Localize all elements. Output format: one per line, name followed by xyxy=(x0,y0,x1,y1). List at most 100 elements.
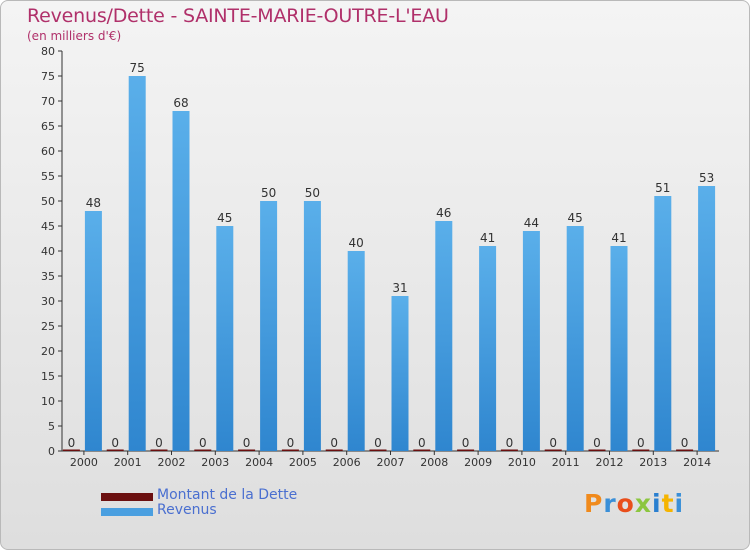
dette-bar xyxy=(150,449,168,451)
y-tick-label: 5 xyxy=(48,420,55,433)
revenus-value-label: 53 xyxy=(699,171,714,185)
revenus-bar xyxy=(435,221,453,451)
x-tick-label: 2009 xyxy=(464,456,492,469)
logo-letter: x xyxy=(634,489,652,518)
dette-value-label: 0 xyxy=(243,436,251,450)
legend-label-revenus: Revenus xyxy=(157,502,217,518)
revenus-bar xyxy=(391,296,409,451)
dette-bar xyxy=(413,449,431,451)
dette-bar xyxy=(238,449,256,451)
x-tick-label: 2004 xyxy=(245,456,273,469)
revenus-value-label: 46 xyxy=(436,206,451,220)
revenus-value-label: 40 xyxy=(349,236,364,250)
dette-bar xyxy=(588,449,606,451)
logo-letter: o xyxy=(616,489,635,518)
revenus-value-label: 45 xyxy=(217,211,232,225)
logo-letter: i xyxy=(652,489,662,518)
dette-bar xyxy=(106,449,124,451)
x-tick-label: 2000 xyxy=(70,456,98,469)
dette-bar xyxy=(194,449,212,451)
y-tick-label: 25 xyxy=(41,320,55,333)
dette-value-label: 0 xyxy=(506,436,514,450)
revenus-value-label: 68 xyxy=(173,96,188,110)
revenus-value-label: 45 xyxy=(568,211,583,225)
data-labels: 0 48 0 75 0 68 0 45 0 50 0 50 0 40 0 31 0 46 0 41 0 44 0 45 0 41 0… xyxy=(68,61,715,450)
y-tick-label: 40 xyxy=(41,245,55,258)
dette-value-label: 0 xyxy=(330,436,338,450)
y-tick-label: 65 xyxy=(41,120,55,133)
revenus-bar xyxy=(216,226,234,451)
y-tick-label: 30 xyxy=(41,295,55,308)
revenus-bar xyxy=(172,111,190,451)
revenus-value-label: 44 xyxy=(524,216,539,230)
revenus-value-label: 75 xyxy=(130,61,145,75)
dette-value-label: 0 xyxy=(155,436,163,450)
legend-swatch-dette xyxy=(101,493,153,501)
x-tick-label: 2008 xyxy=(420,456,448,469)
logo-letter: t xyxy=(661,489,675,518)
revenus-bar xyxy=(128,76,146,451)
y-tick-label: 80 xyxy=(41,45,55,58)
dette-bar xyxy=(281,449,299,451)
y-tick-label: 0 xyxy=(48,445,55,458)
x-tick-label: 2005 xyxy=(289,456,317,469)
y-tick-label: 50 xyxy=(41,195,55,208)
revenus-bar xyxy=(610,246,628,451)
revenus-bar xyxy=(260,201,278,451)
revenus-value-label: 48 xyxy=(86,196,101,210)
dette-value-label: 0 xyxy=(462,436,470,450)
dette-bar xyxy=(325,449,343,451)
y-tick-label: 35 xyxy=(41,270,55,283)
chart-subtitle: (en milliers d'€) xyxy=(27,29,122,43)
dette-value-label: 0 xyxy=(637,436,645,450)
dette-value-label: 0 xyxy=(593,436,601,450)
y-tick-label: 70 xyxy=(41,95,55,108)
x-tick-label: 2002 xyxy=(158,456,186,469)
dette-bar xyxy=(62,449,80,451)
logo-letter: i xyxy=(674,489,685,518)
revenus-value-label: 41 xyxy=(480,231,495,245)
revenus-bar xyxy=(654,196,672,451)
revenus-value-label: 31 xyxy=(392,281,407,295)
y-tick-label: 60 xyxy=(41,145,55,158)
revenus-bar xyxy=(522,231,540,451)
revenus-value-label: 50 xyxy=(305,186,320,200)
revenus-bar xyxy=(347,251,365,451)
x-tick-label: 2011 xyxy=(552,456,580,469)
chart-title: Revenus/Dette - SAINTE-MARIE-OUTRE-L'EAU xyxy=(27,5,449,27)
dette-bar xyxy=(457,449,475,451)
dette-value-label: 0 xyxy=(287,436,295,450)
dette-value-label: 0 xyxy=(681,436,689,450)
dette-bar xyxy=(500,449,518,451)
revenus-bar xyxy=(479,246,497,451)
y-tick-label: 15 xyxy=(41,370,55,383)
x-tick-label: 2001 xyxy=(114,456,142,469)
revenus-bar xyxy=(566,226,584,451)
x-tick-label: 2012 xyxy=(596,456,624,469)
bars xyxy=(62,76,716,451)
revenus-value-label: 51 xyxy=(655,181,670,195)
revenus-bar xyxy=(698,186,716,451)
revenus-value-label: 50 xyxy=(261,186,276,200)
dette-bar xyxy=(544,449,562,451)
y-tick-label: 55 xyxy=(41,170,55,183)
dette-value-label: 0 xyxy=(418,436,426,450)
x-tick-label: 2006 xyxy=(333,456,361,469)
x-tick-label: 2013 xyxy=(639,456,667,469)
revenus-value-label: 41 xyxy=(611,231,626,245)
dette-value-label: 0 xyxy=(374,436,382,450)
y-tick-label: 10 xyxy=(41,395,55,408)
dette-bar xyxy=(676,449,694,451)
dette-value-label: 0 xyxy=(199,436,207,450)
legend-swatch-revenus xyxy=(101,508,153,516)
legend-label-dette: Montant de la Dette xyxy=(157,487,298,503)
dette-value-label: 0 xyxy=(68,436,76,450)
logo-letter: r xyxy=(603,489,617,518)
proxiti-logo: Proxiti xyxy=(584,489,684,518)
dette-bar xyxy=(632,449,650,451)
x-tick-label: 2007 xyxy=(377,456,405,469)
x-tick-label: 2010 xyxy=(508,456,536,469)
